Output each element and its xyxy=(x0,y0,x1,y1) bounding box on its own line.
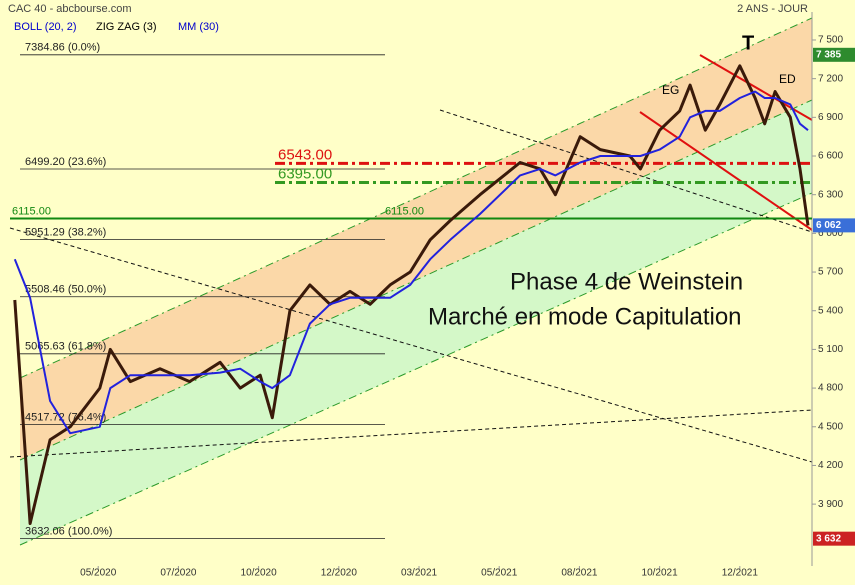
chart-subtitle: 2 ANS - JOUR xyxy=(737,3,808,15)
fib-label: 3632.06 (100.0%) xyxy=(25,526,112,538)
y-tick-label: 7 500 xyxy=(818,35,843,46)
x-tick-label: 08/2021 xyxy=(561,568,598,579)
legend-entry: MM (30) xyxy=(178,21,219,33)
upper-channel xyxy=(20,18,812,460)
fib-label: 7384.86 (0.0%) xyxy=(25,42,100,54)
y-tick-label: 6 000 xyxy=(818,228,843,239)
price-badge xyxy=(813,531,855,546)
legend-entry: ZIG ZAG (3) xyxy=(96,21,157,33)
annotation: Marché en mode Capitulation xyxy=(428,303,742,330)
support-label: 6115.00 xyxy=(385,205,424,217)
y-tick-label: 5 100 xyxy=(818,344,843,355)
trend-line xyxy=(9,227,813,463)
annotation: Phase 4 de Weinstein xyxy=(510,268,743,295)
y-tick-label: 4 500 xyxy=(818,421,843,432)
y-tick-label: 5 700 xyxy=(818,267,843,278)
channel-line xyxy=(19,99,813,461)
annotation: EG xyxy=(662,83,679,97)
y-tick-label: 4 800 xyxy=(818,383,843,394)
x-tick-label: 03/2021 xyxy=(401,568,438,579)
series-line xyxy=(13,90,809,435)
x-tick-label: 10/2021 xyxy=(642,568,679,579)
fib-label: 5508.46 (50.0%) xyxy=(25,284,106,296)
trend-line xyxy=(439,109,813,233)
fib-label: 5951.29 (38.2%) xyxy=(25,227,106,239)
x-tick-label: 10/2020 xyxy=(241,568,278,579)
lower-channel xyxy=(20,100,812,545)
price-badge-label: 7 385 xyxy=(816,49,841,60)
series-line xyxy=(13,64,810,525)
x-tick-label: 07/2020 xyxy=(160,568,197,579)
fib-label: 4517.72 (76.4%) xyxy=(25,411,106,423)
plot: 3 900 4 200 4 500 4 800 5 100 5 400 5 700 6 000… xyxy=(10,35,843,579)
y-tick-label: 5 400 xyxy=(818,305,843,316)
annotation: ED xyxy=(779,72,796,86)
price-badge-label: 6 062 xyxy=(816,220,841,231)
chart-title: CAC 40 - abcbourse.com xyxy=(8,3,132,15)
price-badge-label: 3 632 xyxy=(816,533,841,544)
trend-line xyxy=(9,409,813,458)
y-tick-label: 6 900 xyxy=(818,112,843,123)
level-label: 6543.00 xyxy=(278,146,332,163)
legend-entry: BOLL (20, 2) xyxy=(14,21,77,33)
y-tick-label: 6 600 xyxy=(818,151,843,162)
y-tick-label: 6 300 xyxy=(818,189,843,200)
price-badge xyxy=(813,47,855,62)
level-label: 6395.00 xyxy=(278,165,332,182)
x-tick-label: 12/2020 xyxy=(321,568,358,579)
x-tick-label: 05/2020 xyxy=(80,568,117,579)
support-label: 6115.00 xyxy=(12,205,51,217)
channel-line xyxy=(19,17,813,379)
y-tick-label: 3 900 xyxy=(818,499,843,510)
channel-line xyxy=(19,192,813,546)
price-badge xyxy=(813,218,855,233)
red-channel xyxy=(639,111,813,231)
x-tick-label: 12/2021 xyxy=(722,568,759,579)
x-tick-label: 05/2021 xyxy=(481,568,518,579)
y-tick-label: 4 200 xyxy=(818,460,843,471)
annotation: T xyxy=(742,32,754,54)
y-tick-label: 7 200 xyxy=(818,73,843,84)
fib-label: 6499.20 (23.6%) xyxy=(25,156,106,168)
fib-label: 5065.63 (61.8%) xyxy=(25,341,106,353)
